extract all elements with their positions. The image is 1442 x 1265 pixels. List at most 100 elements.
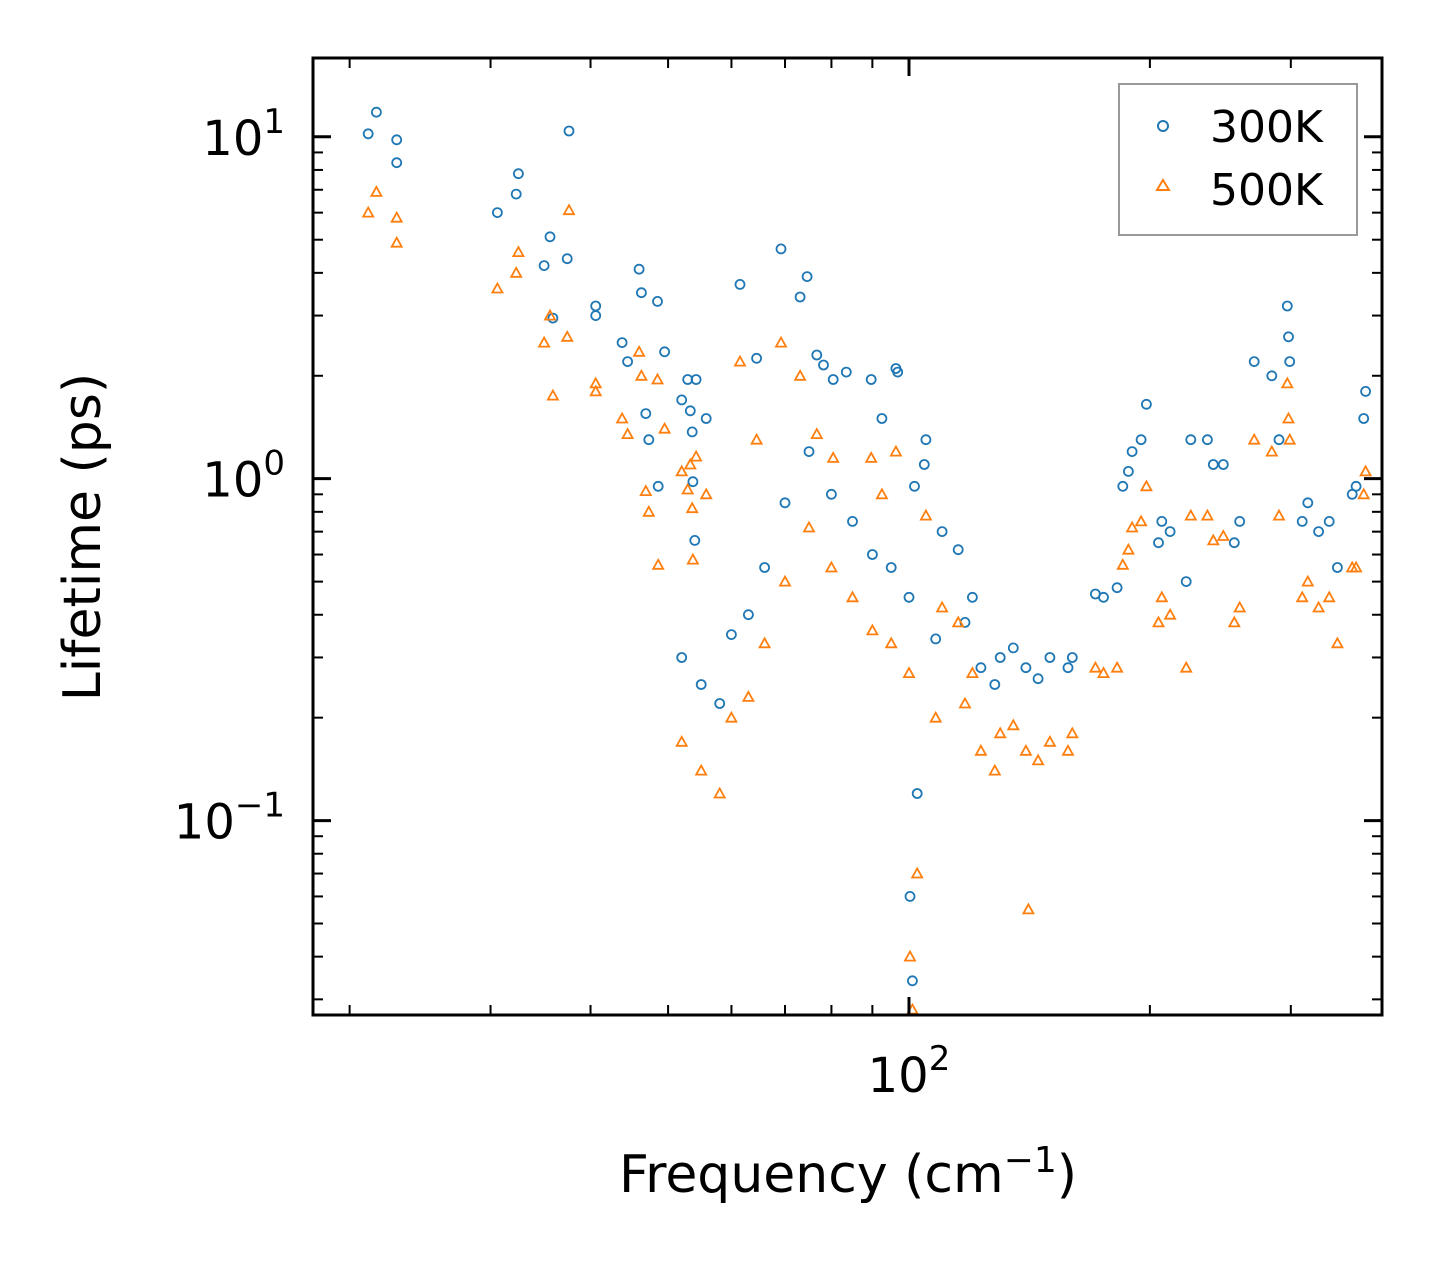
point-300k	[904, 891, 916, 902]
point-300k	[826, 488, 837, 500]
point-500k	[824, 560, 838, 573]
point-300k	[989, 679, 1001, 690]
point-500k	[1179, 660, 1193, 673]
point-500k	[1116, 557, 1130, 570]
y-tick-label: 100	[202, 444, 285, 509]
point-500k	[390, 235, 404, 248]
point-300k	[1044, 652, 1056, 663]
y-tick-label: 10−1	[174, 786, 285, 851]
point-300k	[590, 300, 602, 312]
point-300k	[803, 446, 815, 458]
point-500k	[694, 763, 708, 776]
point-500k	[793, 368, 807, 381]
x-axis-label: Frequency (cm−1)	[619, 1140, 1077, 1205]
point-300k	[903, 591, 915, 603]
point-300k	[391, 157, 403, 169]
point-500k	[1301, 574, 1315, 587]
point-300k	[952, 544, 964, 556]
point-300k	[892, 366, 904, 378]
y-axis-label: Lifetime (ps)	[53, 373, 113, 701]
point-300k	[563, 125, 575, 137]
point-300k	[1156, 516, 1168, 527]
point-300k	[867, 549, 878, 560]
tick-labels: 102 101 100 10−1	[174, 102, 951, 1104]
point-500k	[845, 590, 860, 603]
point-300k	[1066, 652, 1078, 663]
point-500k	[1283, 432, 1297, 445]
point-300k	[1098, 591, 1109, 603]
point-300k	[743, 609, 754, 621]
point-500k	[1155, 590, 1169, 603]
point-300k	[1302, 497, 1314, 509]
point-500k	[1151, 615, 1166, 628]
point-500k	[750, 432, 764, 445]
point-500k	[675, 464, 689, 477]
point-500k	[1272, 508, 1286, 521]
point-500k	[951, 615, 965, 628]
plot-frame	[311, 56, 1384, 1017]
point-300k	[684, 405, 696, 417]
point-300k	[975, 662, 987, 674]
point-500k	[903, 949, 917, 962]
point-500k	[511, 245, 525, 258]
point-300k	[1332, 562, 1343, 573]
point-500k	[1163, 607, 1177, 620]
point-300k	[1358, 413, 1370, 424]
point-500k	[1357, 487, 1371, 500]
point-300k	[1234, 516, 1246, 527]
point-300k	[1207, 459, 1219, 470]
point-500k	[361, 205, 375, 218]
point-300k	[643, 434, 655, 446]
axis-ticks	[313, 58, 1382, 1015]
point-300k	[1266, 370, 1278, 382]
point-500k	[1233, 600, 1247, 613]
point-300k	[1126, 446, 1138, 458]
point-500k	[1281, 411, 1296, 424]
point-500k	[865, 623, 879, 636]
point-300k	[734, 278, 746, 290]
point-500k	[974, 743, 988, 756]
point-500k	[875, 487, 889, 500]
point-300k	[920, 434, 932, 446]
point-300k	[1248, 356, 1260, 368]
point-500k	[1121, 542, 1135, 555]
point-300k	[690, 374, 702, 385]
point-500k	[1031, 753, 1045, 766]
point-300k	[1020, 662, 1032, 674]
point-300k	[775, 243, 787, 255]
point-500k	[1345, 560, 1359, 573]
point-500k	[910, 866, 924, 879]
point-500k	[802, 520, 816, 533]
point-300k	[930, 633, 942, 645]
point-500k	[774, 335, 788, 348]
point-300k	[909, 480, 920, 492]
point-500k	[634, 368, 648, 381]
point-500k	[589, 384, 603, 397]
point-500k	[826, 451, 840, 463]
point-500k	[1280, 376, 1294, 389]
point-500k	[810, 427, 824, 440]
legend-500k-label: 500K	[1210, 165, 1324, 216]
point-300k	[918, 459, 930, 470]
point-300k	[676, 394, 688, 406]
point-500k	[1216, 529, 1230, 541]
point-500k	[615, 411, 629, 424]
point-500k	[935, 600, 949, 613]
point-500k	[1125, 520, 1139, 533]
point-500k	[1206, 533, 1220, 546]
point-300k	[547, 312, 559, 324]
point-300k	[876, 413, 888, 424]
point-300k	[907, 975, 918, 987]
point-500k	[919, 508, 933, 521]
point-500k	[929, 710, 943, 723]
point-500k	[884, 636, 898, 649]
point-500k	[546, 388, 560, 401]
point-300k	[1281, 300, 1293, 312]
point-300k	[695, 679, 707, 690]
point-500k	[683, 457, 697, 470]
point-300k	[1164, 526, 1176, 537]
point-300k	[652, 480, 664, 492]
point-500k	[537, 335, 551, 348]
point-300k	[622, 356, 633, 368]
point-500k	[650, 372, 665, 385]
